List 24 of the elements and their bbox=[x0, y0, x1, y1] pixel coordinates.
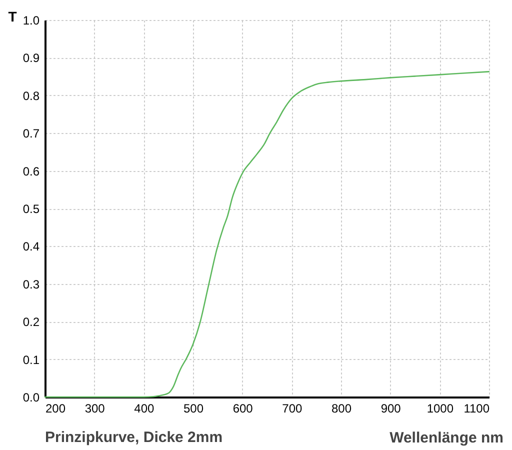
y-tick-label: 0.6 bbox=[22, 164, 40, 178]
x-tick-label: 300 bbox=[84, 402, 106, 416]
x-tick-label: 200 bbox=[46, 402, 66, 416]
y-tick-label: 0.5 bbox=[22, 202, 40, 216]
y-tick-label: 0.8 bbox=[22, 88, 40, 103]
x-tick-label: 400 bbox=[134, 402, 154, 416]
y-tick-label: 1.0 bbox=[22, 14, 40, 28]
x-tick-label: 700 bbox=[282, 402, 302, 416]
y-tick-label: 0.9 bbox=[22, 51, 40, 66]
x-tick-label: 900 bbox=[380, 402, 402, 416]
y-tick-label: 0.0 bbox=[22, 390, 40, 404]
x-tick-label: 1000 bbox=[426, 402, 454, 416]
x-axis-title: Wellenlänge nm bbox=[390, 430, 504, 446]
y-axis-title: T bbox=[8, 8, 18, 24]
y-tick-label: 0.4 bbox=[22, 240, 40, 254]
x-tick-label: 1100 bbox=[464, 402, 490, 416]
x-tick-label: 600 bbox=[232, 402, 254, 416]
y-tick-label: 0.3 bbox=[22, 277, 40, 292]
y-tick-label: 0.2 bbox=[22, 315, 40, 330]
y-tick-label: 0.7 bbox=[22, 126, 40, 141]
text: Prinzipkurve, Dicke 2mm bbox=[45, 429, 223, 446]
x-tick-label: 800 bbox=[331, 402, 352, 416]
x-tick-label: 500 bbox=[183, 402, 204, 416]
y-tick-label: 0.1 bbox=[22, 352, 40, 367]
